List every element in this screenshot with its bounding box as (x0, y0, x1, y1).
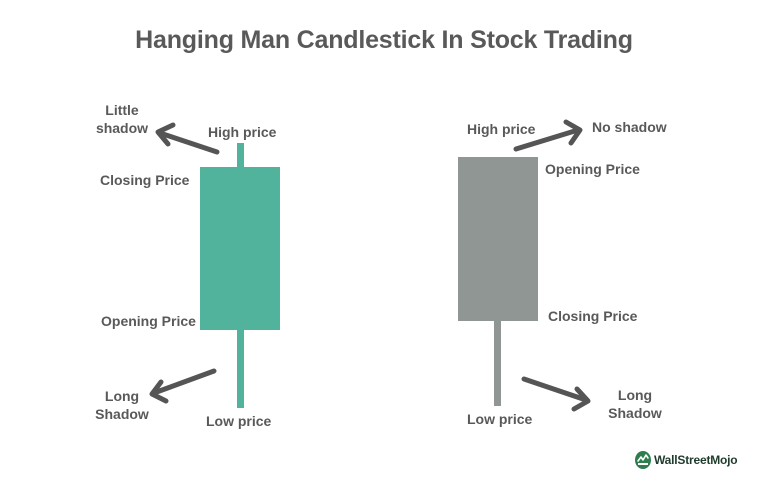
left-little-shadow-label: Little shadow (92, 101, 152, 137)
right-long-shadow-line2: Shadow (608, 405, 662, 421)
left-lower-arrow (149, 368, 217, 404)
left-low-price-label: Low price (206, 413, 272, 429)
left-upper-wick (237, 143, 244, 168)
left-lower-wick (237, 329, 244, 408)
left-little-shadow-line1: Little (105, 102, 139, 118)
wallstreetmojo-logo-text: WallStreetMojo (654, 453, 738, 467)
left-opening-price-label: Opening Price (101, 313, 196, 329)
right-lower-wick (494, 320, 501, 406)
left-high-price-label: High price (208, 124, 277, 140)
right-long-shadow-line1: Long (617, 387, 653, 403)
wallstreetmojo-logo-icon (635, 451, 651, 469)
right-opening-price-label: Opening Price (545, 161, 640, 177)
left-long-shadow-label: Long Shadow (92, 387, 152, 423)
diagram-title: Hanging Man Candlestick In Stock Trading (135, 26, 633, 54)
right-low-price-label: Low price (467, 411, 533, 427)
right-high-price-label: High price (467, 121, 536, 137)
left-candle-body (200, 167, 280, 330)
left-long-shadow-line2: Shadow (95, 406, 149, 422)
right-lower-arrow (521, 376, 591, 412)
wallstreetmojo-logo: WallStreetMojo (634, 449, 764, 471)
right-no-shadow-label: No shadow (592, 119, 667, 135)
right-closing-price-label: Closing Price (548, 308, 638, 324)
right-long-shadow-label: Long Shadow (600, 386, 670, 422)
left-closing-price-label: Closing Price (100, 172, 190, 188)
left-long-shadow-line1: Long (104, 388, 140, 404)
right-candle-body (458, 157, 538, 321)
left-little-shadow-line2: shadow (95, 120, 149, 136)
